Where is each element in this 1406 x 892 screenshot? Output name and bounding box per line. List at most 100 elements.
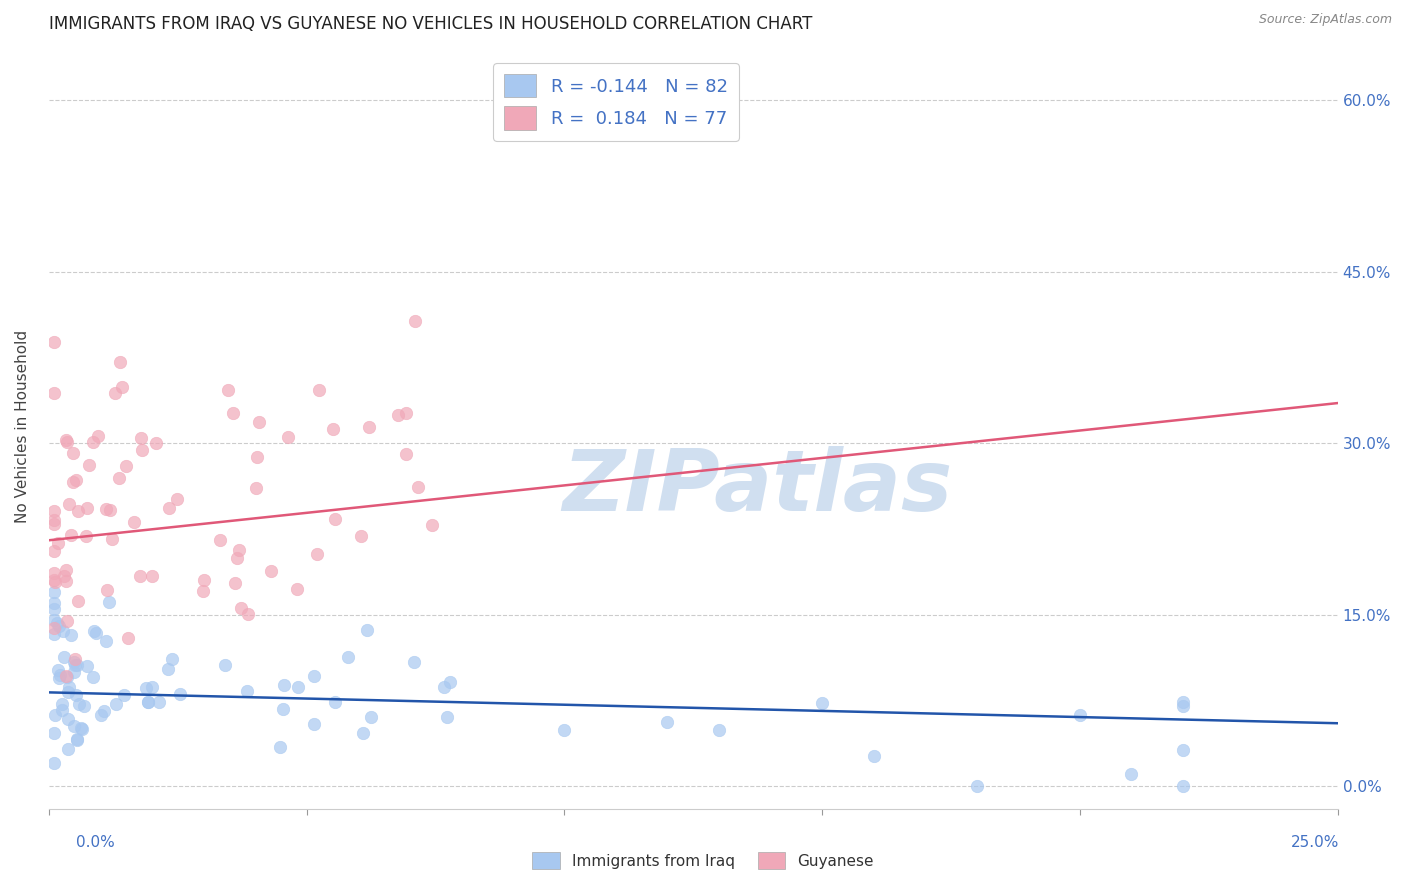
Point [66,593,89,607]
Point [404,656,426,670]
Point [66,732,89,747]
Point [82,670,104,684]
Point [55,574,77,588]
Point [224,576,246,591]
Point [141,569,163,583]
Point [357,420,380,434]
Point [352,726,374,740]
Point [246,450,269,465]
Point [104,698,127,712]
Legend: Immigrants from Iraq, Guyanese: Immigrants from Iraq, Guyanese [526,846,880,875]
Point [337,649,360,664]
Point [59,628,82,642]
Point [52,569,75,583]
Point [325,512,347,526]
Point [76,659,98,673]
Point [48,619,70,633]
Point [42,621,65,635]
Point [42,543,65,558]
Point [811,697,834,711]
Point [42,613,65,627]
Point [273,678,295,692]
Point [83,624,105,639]
Point [58,498,80,512]
Point [51,703,73,717]
Point [51,697,73,711]
Point [84,625,107,640]
Point [70,722,93,736]
Point [231,601,253,615]
Point [111,379,134,393]
Point [350,529,373,543]
Point [269,739,291,754]
Point [439,675,461,690]
Point [62,656,84,670]
Point [193,573,215,587]
Point [209,533,232,547]
Point [98,503,121,517]
Point [129,569,152,583]
Point [193,583,215,598]
Point [222,406,245,420]
Point [56,742,79,756]
Point [42,386,65,401]
Point [42,574,65,588]
Point [65,688,87,702]
Point [157,662,180,676]
Point [42,627,65,641]
Point [136,695,159,709]
Point [63,665,86,680]
Point [1121,766,1143,780]
Point [966,779,988,793]
Point [42,726,65,740]
Point [42,335,65,350]
Point [55,433,77,447]
Point [53,649,76,664]
Point [44,708,66,723]
Point [287,680,309,694]
Point [217,383,239,397]
Point [63,652,86,666]
Point [66,732,89,747]
Point [76,501,98,516]
Point [63,658,86,673]
Point [108,471,131,485]
Point [433,680,456,694]
Point [157,500,180,515]
Point [42,516,65,531]
Legend: R = -0.144   N = 82, R =  0.184   N = 77: R = -0.144 N = 82, R = 0.184 N = 77 [494,63,738,141]
Point [406,480,429,494]
Text: Source: ZipAtlas.com: Source: ZipAtlas.com [1258,13,1392,27]
Point [1171,779,1194,793]
Point [55,669,77,683]
Point [148,695,170,709]
Point [110,354,132,368]
Point [387,409,409,423]
Point [1171,699,1194,714]
Point [48,671,70,685]
Point [62,446,84,460]
Point [302,668,325,682]
Point [145,435,167,450]
Point [553,723,575,737]
Point [360,710,382,724]
Point [75,529,97,543]
Point [42,596,65,610]
Point [307,547,329,561]
Point [46,663,69,677]
Point [1069,708,1091,723]
Point [131,443,153,458]
Point [404,314,426,328]
Point [77,458,100,472]
Point [129,432,152,446]
Point [141,680,163,694]
Point [1171,743,1194,757]
Point [356,623,378,637]
Point [707,723,730,737]
Point [52,624,75,639]
Point [228,542,250,557]
Point [122,515,145,529]
Point [65,657,87,672]
Point [117,632,139,646]
Point [58,681,80,695]
